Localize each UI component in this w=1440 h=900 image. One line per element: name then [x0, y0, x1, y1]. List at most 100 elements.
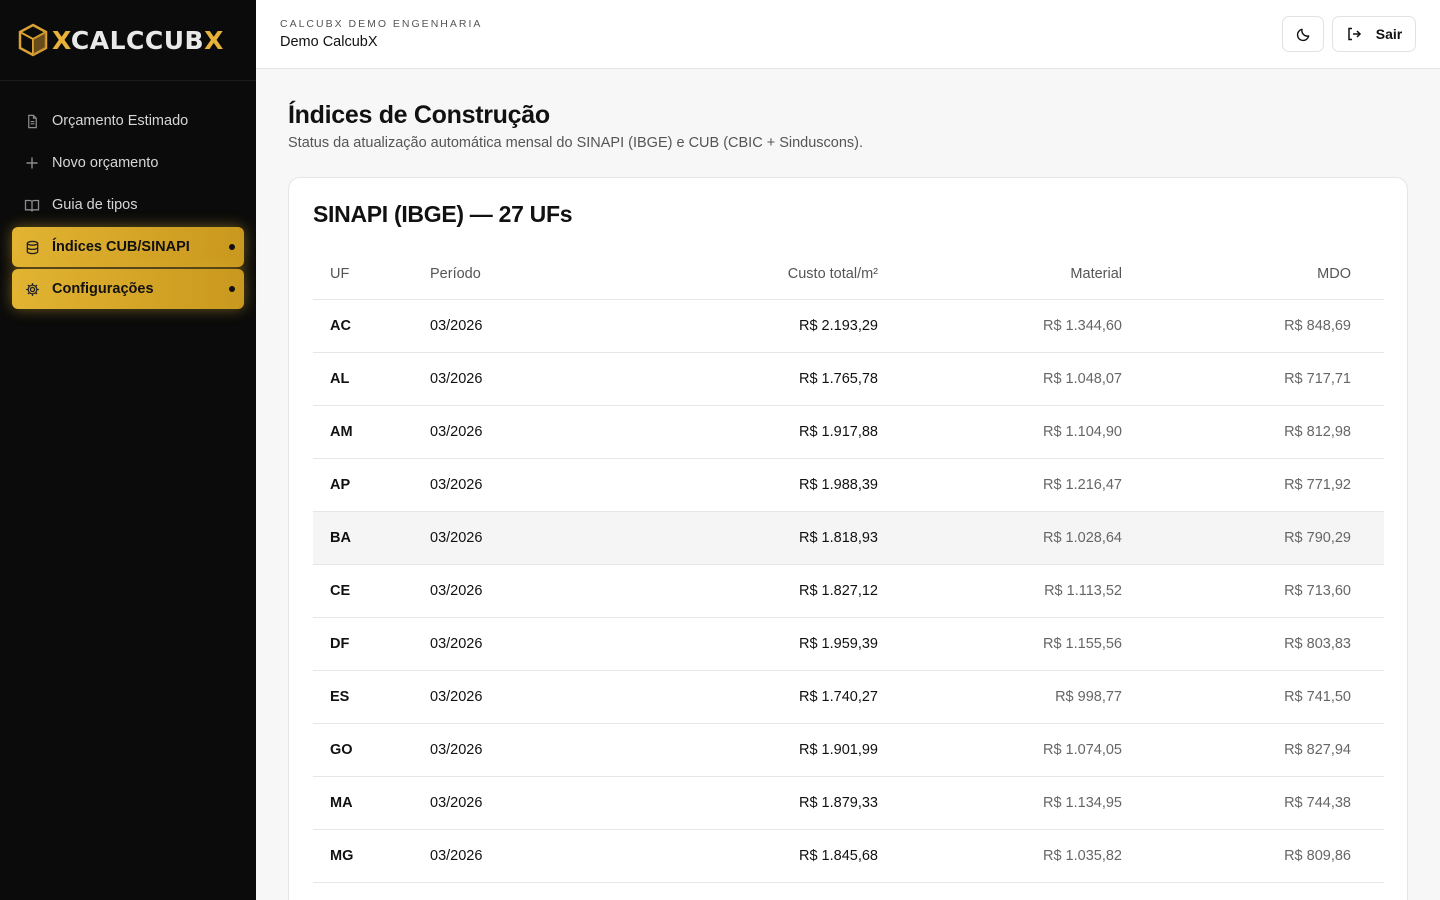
- table-row[interactable]: MG 03/2026 R$ 1.845,68 R$ 1.035,82 R$ 809,86: [313, 830, 1384, 883]
- sidebar-item-label: Índices CUB/SINAPI: [52, 239, 190, 255]
- logout-button[interactable]: Sair: [1332, 16, 1416, 52]
- material-cell: R$ 1.035,82: [1042, 848, 1122, 864]
- periodo-cell: 03/2026: [430, 848, 483, 864]
- mdo-cell: R$ 713,60: [1284, 583, 1351, 599]
- table-row[interactable]: GO 03/2026 R$ 1.901,99 R$ 1.074,05 R$ 827,94: [313, 724, 1384, 777]
- uf-cell: AM: [330, 424, 353, 440]
- sidebar-item-indices[interactable]: Índices CUB/SINAPI: [12, 227, 244, 267]
- custo-total-cell: R$ 1.740,27: [798, 689, 878, 705]
- uf-cell: CE: [330, 583, 351, 599]
- material-cell: R$ 1.344,60: [1042, 318, 1122, 334]
- uf-cell: MA: [330, 795, 353, 811]
- column-header-material: Material: [1070, 265, 1122, 282]
- company-name: CALCUBX DEMO ENGENHARIA: [280, 18, 483, 30]
- plus-icon: [24, 155, 40, 171]
- mdo-cell: R$ 803,83: [1284, 636, 1351, 652]
- table-row[interactable]: MA 03/2026 R$ 1.879,33 R$ 1.134,95 R$ 744,38: [313, 777, 1384, 830]
- material-cell: R$ 998,77: [1055, 689, 1122, 705]
- uf-cell: ES: [330, 689, 350, 705]
- table-row[interactable]: ES 03/2026 R$ 1.740,27 R$ 998,77 R$ 741,50: [313, 671, 1384, 724]
- material-cell: R$ 1.155,56: [1042, 636, 1122, 652]
- custo-total-cell: R$ 1.879,33: [798, 795, 878, 811]
- sidebar-item-guia-de-tipos[interactable]: Guia de tipos: [12, 185, 244, 225]
- mdo-cell: R$ 744,38: [1284, 795, 1351, 811]
- uf-cell: MG: [330, 848, 354, 864]
- theme-toggle-button[interactable]: [1282, 16, 1324, 52]
- table-header-row: UF Período Custo total/m² Material MDO: [313, 248, 1384, 300]
- material-cell: R$ 1.216,47: [1042, 477, 1122, 493]
- custo-total-cell: R$ 1.959,39: [798, 636, 878, 652]
- uf-cell: AL: [330, 371, 350, 387]
- custo-total-cell: R$ 1.765,78: [798, 371, 878, 387]
- mdo-cell: R$ 809,86: [1284, 848, 1351, 864]
- table-body: AC 03/2026 R$ 2.193,29 R$ 1.344,60 R$ 848,69…: [313, 300, 1384, 883]
- material-cell: R$ 1.028,64: [1042, 530, 1122, 546]
- periodo-cell: 03/2026: [430, 318, 483, 334]
- sidebar-item-configuracoes[interactable]: Configurações: [12, 269, 244, 309]
- moon-icon: [1296, 27, 1311, 42]
- custo-total-cell: R$ 1.917,88: [798, 424, 878, 440]
- table-row[interactable]: DF 03/2026 R$ 1.959,39 R$ 1.155,56 R$ 803,83: [313, 618, 1384, 671]
- table-row[interactable]: AP 03/2026 R$ 1.988,39 R$ 1.216,47 R$ 771,92: [313, 459, 1384, 512]
- custo-total-cell: R$ 1.845,68: [798, 848, 878, 864]
- document-icon: [24, 113, 40, 129]
- sidebar: XCALCCUBX Orçamento Estimado Novo orçame…: [0, 0, 256, 900]
- page-subtitle: Status da atualização automática mensal …: [288, 135, 864, 151]
- sidebar-item-label: Configurações: [52, 281, 154, 297]
- table-row[interactable]: AM 03/2026 R$ 1.917,88 R$ 1.104,90 R$ 812,98: [313, 406, 1384, 459]
- sidebar-item-label: Orçamento Estimado: [52, 113, 189, 129]
- periodo-cell: 03/2026: [430, 689, 483, 705]
- logout-icon: [1346, 26, 1362, 42]
- sidebar-nav: Orçamento Estimado Novo orçamento Guia d…: [0, 81, 256, 309]
- custo-total-cell: R$ 1.827,12: [798, 583, 878, 599]
- table-row[interactable]: AL 03/2026 R$ 1.765,78 R$ 1.048,07 R$ 717,71: [313, 353, 1384, 406]
- sidebar-item-novo-orcamento[interactable]: Novo orçamento: [12, 143, 244, 183]
- table-row[interactable]: BA 03/2026 R$ 1.818,93 R$ 1.028,64 R$ 790,29: [313, 512, 1384, 565]
- gear-icon: [24, 281, 40, 297]
- custo-total-cell: R$ 1.988,39: [798, 477, 878, 493]
- book-icon: [24, 197, 40, 213]
- column-header-mdo: MDO: [1317, 265, 1351, 282]
- periodo-cell: 03/2026: [430, 530, 483, 546]
- material-cell: R$ 1.048,07: [1042, 371, 1122, 387]
- table-row[interactable]: AC 03/2026 R$ 2.193,29 R$ 1.344,60 R$ 848,69: [313, 300, 1384, 353]
- material-cell: R$ 1.134,95: [1042, 795, 1122, 811]
- custo-total-cell: R$ 1.818,93: [798, 530, 878, 546]
- table-row[interactable]: CE 03/2026 R$ 1.827,12 R$ 1.113,52 R$ 713,60: [313, 565, 1384, 618]
- logo-text: XCALCCUBX: [52, 25, 224, 55]
- custo-total-cell: R$ 1.901,99: [798, 742, 878, 758]
- sinapi-card: SINAPI (IBGE) — 27 UFs UF Período Custo …: [288, 177, 1408, 900]
- mdo-cell: R$ 790,29: [1284, 530, 1351, 546]
- periodo-cell: 03/2026: [430, 424, 483, 440]
- material-cell: R$ 1.113,52: [1044, 583, 1122, 599]
- sinapi-table: UF Período Custo total/m² Material MDO A…: [313, 248, 1384, 883]
- active-dot: [229, 286, 235, 292]
- custo-total-cell: R$ 2.193,29: [798, 318, 878, 334]
- periodo-cell: 03/2026: [430, 795, 483, 811]
- uf-cell: AP: [330, 477, 351, 493]
- sidebar-item-orcamento-estimado[interactable]: Orçamento Estimado: [12, 101, 244, 141]
- page-title: Índices de Construção: [288, 101, 550, 129]
- logout-label: Sair: [1375, 26, 1403, 42]
- logo[interactable]: XCALCCUBX: [0, 0, 256, 81]
- mdo-cell: R$ 827,94: [1284, 742, 1351, 758]
- column-header-custo-total: Custo total/m²: [787, 265, 878, 282]
- periodo-cell: 03/2026: [430, 742, 483, 758]
- column-header-periodo: Período: [430, 265, 481, 282]
- periodo-cell: 03/2026: [430, 371, 483, 387]
- user-name: Demo CalcubX: [280, 34, 378, 50]
- top-header: CALCUBX DEMO ENGENHARIA Demo CalcubX Sai…: [256, 0, 1440, 69]
- material-cell: R$ 1.074,05: [1042, 742, 1122, 758]
- uf-cell: DF: [330, 636, 350, 652]
- material-cell: R$ 1.104,90: [1042, 424, 1122, 440]
- mdo-cell: R$ 717,71: [1284, 371, 1351, 387]
- uf-cell: BA: [330, 530, 351, 546]
- sidebar-item-label: Novo orçamento: [52, 155, 159, 171]
- uf-cell: GO: [330, 742, 353, 758]
- mdo-cell: R$ 741,50: [1284, 689, 1351, 705]
- periodo-cell: 03/2026: [430, 477, 483, 493]
- sidebar-item-label: Guia de tipos: [52, 197, 138, 213]
- database-icon: [24, 239, 40, 255]
- mdo-cell: R$ 771,92: [1284, 477, 1351, 493]
- periodo-cell: 03/2026: [430, 636, 483, 652]
